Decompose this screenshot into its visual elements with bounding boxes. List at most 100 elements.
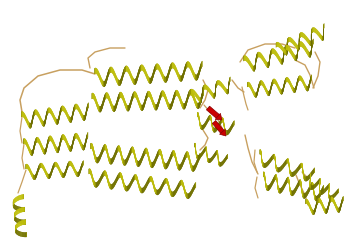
Polygon shape — [23, 232, 24, 237]
Polygon shape — [303, 43, 304, 49]
Polygon shape — [22, 220, 23, 225]
Polygon shape — [219, 129, 226, 136]
Polygon shape — [334, 193, 335, 198]
Polygon shape — [16, 197, 17, 201]
Polygon shape — [196, 93, 197, 98]
Polygon shape — [317, 30, 318, 35]
Polygon shape — [297, 167, 298, 172]
Polygon shape — [279, 43, 280, 48]
Polygon shape — [307, 37, 308, 42]
Polygon shape — [249, 60, 250, 66]
Polygon shape — [21, 195, 22, 199]
Polygon shape — [219, 81, 220, 85]
Polygon shape — [291, 38, 292, 43]
Polygon shape — [16, 223, 17, 228]
Polygon shape — [23, 207, 24, 212]
Polygon shape — [23, 207, 24, 212]
Polygon shape — [278, 54, 279, 60]
Polygon shape — [21, 232, 22, 237]
Polygon shape — [16, 206, 17, 210]
Polygon shape — [295, 42, 296, 47]
Polygon shape — [247, 57, 248, 63]
Polygon shape — [316, 182, 317, 186]
Polygon shape — [223, 85, 224, 90]
Polygon shape — [274, 49, 275, 55]
Polygon shape — [315, 28, 316, 33]
Polygon shape — [306, 36, 307, 42]
Polygon shape — [281, 165, 282, 170]
Polygon shape — [283, 47, 284, 52]
Polygon shape — [317, 181, 318, 186]
Polygon shape — [209, 88, 210, 93]
Polygon shape — [17, 196, 18, 201]
Polygon shape — [15, 198, 16, 203]
Polygon shape — [289, 47, 290, 52]
Polygon shape — [25, 233, 26, 237]
Polygon shape — [21, 221, 22, 225]
Polygon shape — [16, 210, 17, 215]
Polygon shape — [261, 54, 262, 59]
Polygon shape — [14, 204, 15, 209]
Polygon shape — [220, 81, 221, 86]
Polygon shape — [210, 89, 211, 94]
Polygon shape — [207, 86, 208, 91]
Polygon shape — [282, 164, 283, 169]
Polygon shape — [14, 198, 15, 203]
Polygon shape — [262, 55, 263, 61]
Polygon shape — [281, 45, 282, 50]
Polygon shape — [263, 57, 264, 62]
Polygon shape — [194, 91, 195, 96]
Polygon shape — [18, 209, 19, 214]
Polygon shape — [294, 171, 295, 176]
Polygon shape — [303, 33, 304, 38]
Polygon shape — [264, 58, 265, 63]
Polygon shape — [291, 50, 292, 55]
Polygon shape — [246, 56, 247, 61]
Polygon shape — [20, 221, 21, 226]
Polygon shape — [316, 29, 317, 34]
Polygon shape — [270, 157, 271, 162]
Polygon shape — [318, 31, 319, 36]
Polygon shape — [248, 59, 249, 64]
Polygon shape — [280, 44, 281, 49]
Polygon shape — [16, 218, 17, 222]
Polygon shape — [296, 169, 297, 174]
Polygon shape — [314, 184, 315, 188]
Polygon shape — [302, 32, 303, 37]
Polygon shape — [278, 42, 279, 47]
Polygon shape — [15, 217, 16, 222]
Polygon shape — [314, 28, 315, 32]
Polygon shape — [195, 92, 196, 97]
Polygon shape — [22, 207, 23, 212]
Polygon shape — [277, 53, 278, 59]
Polygon shape — [17, 218, 18, 223]
Polygon shape — [250, 62, 251, 67]
Polygon shape — [275, 50, 276, 56]
Polygon shape — [293, 172, 294, 176]
Polygon shape — [295, 170, 296, 175]
Polygon shape — [304, 34, 305, 39]
Polygon shape — [288, 46, 289, 51]
Polygon shape — [293, 40, 294, 45]
Polygon shape — [282, 46, 283, 51]
Polygon shape — [17, 210, 18, 215]
Polygon shape — [17, 230, 18, 235]
Polygon shape — [325, 187, 326, 192]
Polygon shape — [260, 53, 261, 58]
Polygon shape — [18, 219, 19, 223]
Polygon shape — [298, 166, 299, 171]
Polygon shape — [19, 207, 20, 211]
Polygon shape — [276, 51, 277, 57]
Polygon shape — [18, 231, 19, 235]
Polygon shape — [20, 208, 21, 213]
Polygon shape — [302, 42, 303, 48]
Polygon shape — [18, 196, 19, 200]
Polygon shape — [324, 189, 325, 193]
Polygon shape — [20, 195, 21, 200]
Polygon shape — [17, 206, 18, 211]
Polygon shape — [208, 87, 209, 92]
Polygon shape — [312, 170, 313, 175]
Polygon shape — [268, 160, 269, 165]
Polygon shape — [16, 229, 17, 234]
Polygon shape — [335, 192, 336, 196]
